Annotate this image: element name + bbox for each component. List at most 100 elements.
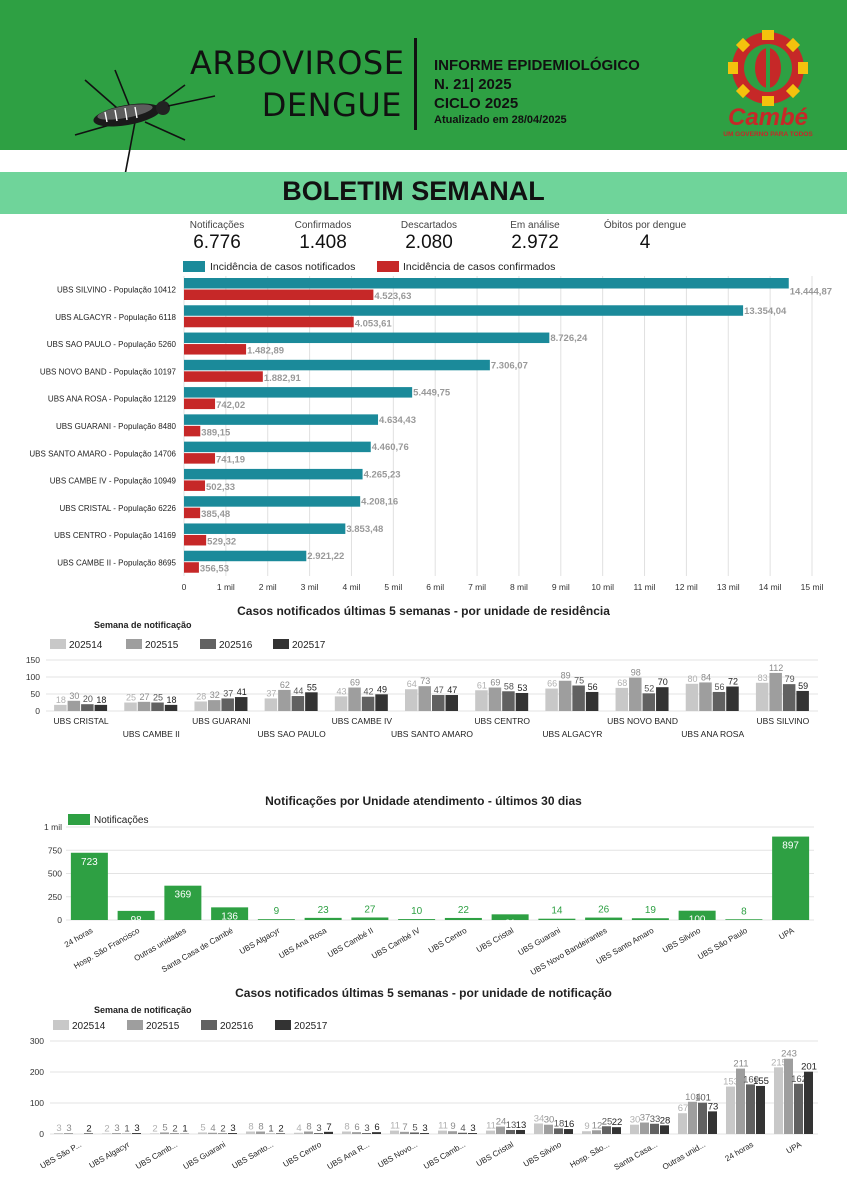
- y-category-label: UBS CAMBE II - População 8695: [57, 558, 176, 567]
- bar-notifications: [211, 907, 249, 920]
- bar-confirmed: [184, 425, 201, 437]
- bar-week: [160, 1132, 169, 1134]
- bar-week: [170, 1133, 179, 1134]
- data-label: 5: [162, 1122, 167, 1133]
- bar-notifications: [351, 917, 389, 920]
- x-category-label: UBS São Paulo: [696, 926, 749, 962]
- x-category-label: UBS Camb...: [134, 1140, 179, 1171]
- data-label: 41: [237, 687, 247, 697]
- mosquito-icon: [74, 69, 216, 176]
- data-label: 62: [280, 680, 290, 690]
- bar-week: [678, 1113, 687, 1134]
- bar-week: [784, 1058, 793, 1134]
- bar-notified: [184, 468, 363, 480]
- bar-week: [545, 688, 558, 711]
- x-tick-label: 4 mil: [342, 582, 360, 592]
- bar-week: [362, 1133, 371, 1134]
- legend-label-week: 202515: [145, 640, 179, 651]
- x-category-label: UPA: [785, 1140, 804, 1156]
- data-label: 18: [554, 1118, 565, 1129]
- x-category-label: Outras unid...: [661, 1140, 707, 1172]
- kpi-label: Em análise: [510, 220, 560, 231]
- banner-title: BOLETIM SEMANAL: [282, 176, 545, 206]
- data-label: 61: [505, 918, 517, 929]
- bar-week: [726, 686, 739, 711]
- x-category-label: Santa Casa...: [613, 1140, 659, 1172]
- data-label: 201: [801, 1062, 817, 1073]
- data-label: 8: [306, 1122, 311, 1133]
- data-label: 18: [96, 695, 106, 705]
- bar-week: [782, 684, 796, 711]
- data-label-confirmed: 741,19: [216, 455, 245, 466]
- x-category-label: UBS Silvino: [522, 1140, 564, 1169]
- x-category-label: UPA: [777, 926, 796, 942]
- bar-week: [228, 1133, 237, 1134]
- bar-confirmed: [184, 562, 199, 573]
- y-tick-label: 150: [26, 655, 40, 665]
- bar-notified: [184, 496, 361, 507]
- x-category-label: UBS Novo Bandeirantes: [529, 926, 609, 977]
- data-label: 11: [438, 1121, 448, 1132]
- y-tick-label: 750: [48, 845, 62, 855]
- data-label: 369: [175, 890, 192, 901]
- bar-week: [585, 691, 599, 711]
- data-label: 7: [326, 1122, 331, 1133]
- data-label: 26: [598, 905, 610, 916]
- y-tick-label: 0: [39, 1129, 44, 1139]
- bar-notifications: [304, 917, 342, 920]
- x-category-label: UBS Centro: [282, 1140, 324, 1169]
- x-category-label: UBS Cambé IV: [370, 926, 422, 961]
- bar-week: [445, 695, 458, 711]
- bar-notifications: [491, 914, 529, 920]
- data-label: 3: [422, 1123, 427, 1134]
- x-category-label: UBS Guarani: [517, 926, 563, 957]
- bar-confirmed: [184, 480, 206, 491]
- x-category-label: UBS Camb...: [422, 1140, 467, 1171]
- kpi-obitos: Óbitos por dengue 4: [590, 220, 700, 254]
- y-category-label: UBS GUARANI - População 8480: [56, 422, 177, 431]
- data-label: 2: [152, 1123, 157, 1134]
- data-label: 72: [728, 677, 738, 687]
- data-label: 34: [534, 1113, 545, 1124]
- x-category-label: 24 horas: [724, 1140, 755, 1163]
- legend-swatch-week: [201, 1020, 217, 1030]
- bar-week: [291, 696, 305, 711]
- bar-week: [410, 1132, 419, 1134]
- data-label: 11: [390, 1121, 400, 1132]
- data-label-notified: 4.265,23: [364, 469, 401, 480]
- x-category-label: 24 horas: [63, 926, 94, 949]
- legend-label-confirmed: Incidência de casos confirmados: [403, 261, 555, 273]
- data-label: 100: [689, 915, 706, 926]
- bar-week: [264, 698, 278, 711]
- legend-swatch-notified: [183, 261, 205, 272]
- data-label: 37: [266, 688, 276, 698]
- data-label: 1: [268, 1124, 273, 1135]
- y-category-label: UBS ANA ROSA - População 12129: [48, 395, 177, 404]
- data-label: 3: [316, 1123, 321, 1134]
- legend-label-notified: Incidência de casos notificados: [210, 261, 355, 273]
- bar-week: [234, 697, 248, 711]
- bar-notified: [184, 332, 550, 344]
- bar-notified: [184, 441, 371, 453]
- legend-swatch-week: [50, 639, 66, 649]
- x-category-label: UBS Santo...: [230, 1140, 275, 1171]
- bar-week: [685, 683, 699, 711]
- bar-week: [544, 1124, 553, 1134]
- data-label: 155: [753, 1076, 769, 1087]
- bar-week: [361, 696, 375, 711]
- bar-week: [582, 1131, 591, 1134]
- bar-week: [438, 1130, 447, 1134]
- bar-week: [375, 694, 388, 711]
- chart-subtitle: Semana de notificação: [94, 1005, 192, 1015]
- report-type: INFORME EPIDEMIOLÓGICO: [434, 57, 640, 74]
- legend-swatch-week: [53, 1020, 69, 1030]
- data-label: 70: [658, 677, 668, 687]
- bar-week: [198, 1132, 207, 1134]
- bar-week: [698, 1102, 707, 1134]
- data-label: 73: [708, 1101, 719, 1112]
- x-category-label: UBS Centro: [427, 926, 469, 955]
- report-updated: Atualizado em 28/04/2025: [434, 114, 567, 126]
- bar-notifications: [257, 919, 295, 920]
